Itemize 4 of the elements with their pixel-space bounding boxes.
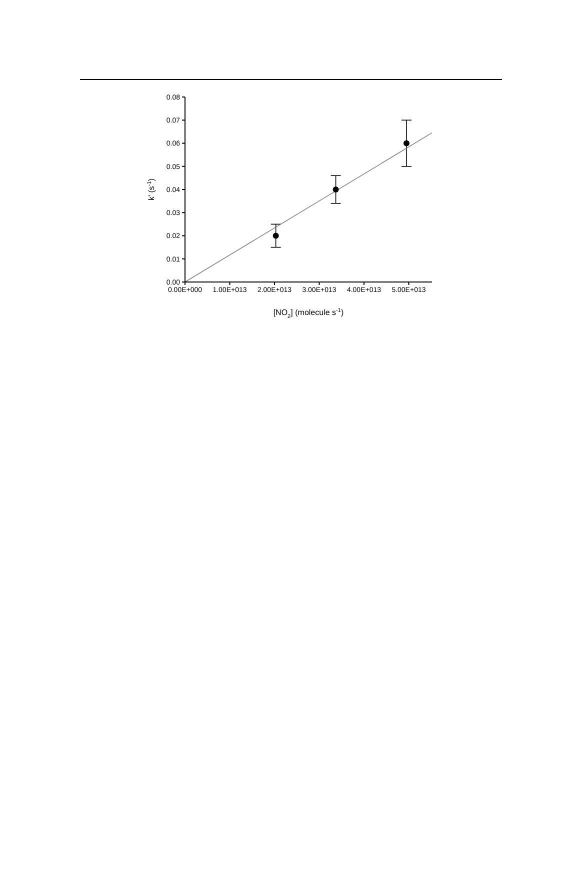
point bbox=[403, 140, 410, 146]
point bbox=[272, 232, 279, 239]
x-axis-title: [NO$_{2}$] (molecule s$^{-1}$) bbox=[273, 308, 344, 320]
point bbox=[332, 186, 339, 192]
